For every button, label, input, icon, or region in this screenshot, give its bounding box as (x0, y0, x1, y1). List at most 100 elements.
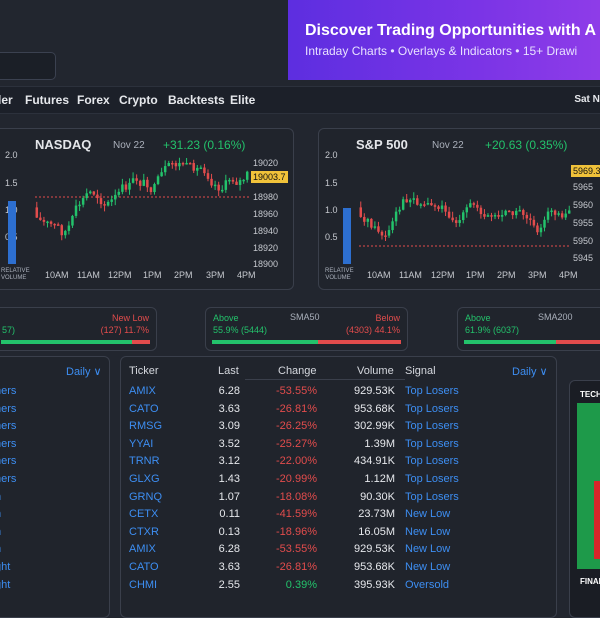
candle-body (196, 167, 199, 171)
col-header-ticker[interactable]: Ticker (129, 365, 159, 377)
candle-body (160, 172, 163, 177)
signal-cell[interactable]: Top Losers (405, 437, 459, 450)
candle-body (67, 225, 71, 231)
change-cell: -18.96% (276, 525, 317, 538)
signal-cell[interactable]: New Low (405, 525, 451, 538)
signal-cell[interactable]: Top Losers (405, 490, 459, 503)
timeframe-dropdown[interactable]: Daily ∨ (512, 366, 548, 378)
change-cell: -22.00% (276, 455, 317, 468)
candle-body (377, 226, 380, 232)
col-header-volume[interactable]: Volume (357, 365, 394, 377)
nav-item-screener[interactable]: ler (0, 93, 13, 107)
col-header-last[interactable]: Last (218, 365, 239, 377)
candle-body (391, 221, 394, 231)
signal-cell[interactable]: New Low (405, 543, 451, 556)
candle-body (384, 235, 387, 237)
relative-volume-bar (8, 201, 16, 264)
candle-body (412, 198, 416, 200)
volume-cell: 953.68K (354, 402, 395, 415)
candle-body (539, 227, 543, 233)
ticker-cell[interactable]: GRNQ (129, 490, 162, 503)
signal-cell[interactable]: h (0, 541, 1, 557)
signal-cell[interactable]: ght (0, 561, 11, 573)
timeframe-dropdown[interactable]: Daily ∨ (66, 366, 102, 378)
left-axis-tick: 2.0 (5, 150, 18, 160)
signal-cell[interactable]: ners (0, 437, 17, 450)
x-axis-tick: 10AM (367, 270, 391, 280)
ticker-cell[interactable]: CHMI (129, 578, 158, 591)
right-axis-tick: 18940 (253, 226, 279, 236)
right-axis-tick: 18900 (253, 259, 279, 269)
signal-cell[interactable]: h (0, 524, 1, 540)
ticker-cell[interactable]: AMIX (129, 385, 156, 397)
ticker-cell[interactable]: TRNR (129, 455, 160, 468)
search-input[interactable] (0, 52, 56, 80)
ticker-cell[interactable]: CETX (129, 508, 159, 521)
chart-date: Nov 22 (113, 140, 145, 151)
ticker-cell[interactable]: RMSG (129, 420, 162, 433)
ticker-cell[interactable]: GLXG (129, 473, 160, 485)
nav-item-forex[interactable]: Forex (77, 93, 110, 107)
candle-body (153, 184, 156, 193)
signal-cell[interactable]: Top Losers (405, 473, 459, 485)
candle-body (78, 204, 81, 207)
candle-body (174, 163, 178, 167)
signal-cell[interactable]: ners (0, 455, 17, 468)
nav-item-elite[interactable]: Elite (230, 93, 256, 107)
relative-volume-label: RELATIVE VOLUME (1, 268, 30, 281)
breadth-sma50[interactable]: Above 55.9% (5444) SMA50 Below (4303) 44.1… (205, 307, 408, 351)
signal-cell[interactable]: h (0, 506, 1, 522)
signal-cell[interactable]: ners (0, 420, 17, 433)
volume-cell: 1.12M (364, 473, 395, 485)
signal-cell[interactable]: New Low (405, 508, 451, 521)
breadth-left: 57) (2, 325, 16, 335)
breadth-fill (464, 340, 556, 344)
candle-body (387, 230, 391, 236)
candle-body (49, 221, 53, 224)
breadth-sma200[interactable]: Above 61.9% (6037) SMA200 (457, 307, 600, 351)
candle-body (238, 180, 242, 185)
candle-body (493, 215, 497, 217)
promo-banner[interactable]: Discover Trading Opportunities with A In… (288, 0, 600, 80)
signal-cell[interactable]: Top Losers (405, 385, 459, 397)
candle-body (500, 215, 504, 217)
last-cell: 0.13 (218, 525, 240, 538)
relative-volume-bar (343, 208, 351, 264)
candle-body (206, 173, 210, 179)
candle-body (178, 163, 181, 167)
signal-cell[interactable]: h (0, 489, 1, 505)
breadth-newhigh-newlow[interactable]: 57) New Low (127) 11.7% (0, 307, 157, 351)
nav-item-futures[interactable]: Futures (25, 93, 70, 107)
x-axis-tick: 10AM (45, 270, 69, 280)
col-header-change[interactable]: Change (278, 365, 317, 377)
signal-cell[interactable]: ners (0, 385, 17, 397)
sp500-chart-panel[interactable]: S&P 500 Nov 22 +20.63 (0.35%) 2.0 1.5 1.… (318, 128, 600, 290)
candle-body (461, 212, 465, 221)
signal-cell[interactable]: ners (0, 473, 17, 485)
nav-item-crypto[interactable]: Crypto (119, 93, 158, 107)
signal-cell[interactable]: New Low (405, 561, 451, 573)
signal-cell[interactable]: Top Losers (405, 455, 459, 468)
nav-item-backtests[interactable]: Backtests (168, 93, 225, 107)
signal-cell[interactable]: Top Losers (405, 420, 459, 433)
candle-body (408, 199, 412, 203)
breadth-right: Below (4303) 44.1% (345, 313, 400, 335)
candle-body (124, 184, 128, 190)
candle-body (242, 179, 245, 182)
nasdaq-chart-panel[interactable]: NASDAQ Nov 22 +31.23 (0.16%) 2.0 1.5 1.0… (0, 128, 294, 290)
sector-heatmap-panel: TECH FINAN (569, 380, 600, 618)
last-cell: 3.52 (218, 437, 240, 450)
signal-cell[interactable]: ght (0, 578, 11, 591)
ticker-cell[interactable]: AMIX (129, 543, 156, 556)
x-axis-tick: 2PM (497, 270, 516, 280)
signal-cell[interactable]: ners (0, 402, 17, 415)
ticker-cell[interactable]: CTXR (129, 525, 159, 538)
ticker-cell[interactable]: CATO (129, 561, 159, 573)
ticker-cell[interactable]: CATO (129, 402, 159, 415)
col-header-signal[interactable]: Signal (405, 365, 436, 377)
signal-cell[interactable]: Top Losers (405, 402, 459, 415)
candle-body (437, 206, 440, 209)
heatmap-tile-red[interactable] (594, 481, 600, 559)
signal-cell[interactable]: Oversold (405, 578, 450, 591)
ticker-cell[interactable]: YYAI (129, 437, 154, 450)
